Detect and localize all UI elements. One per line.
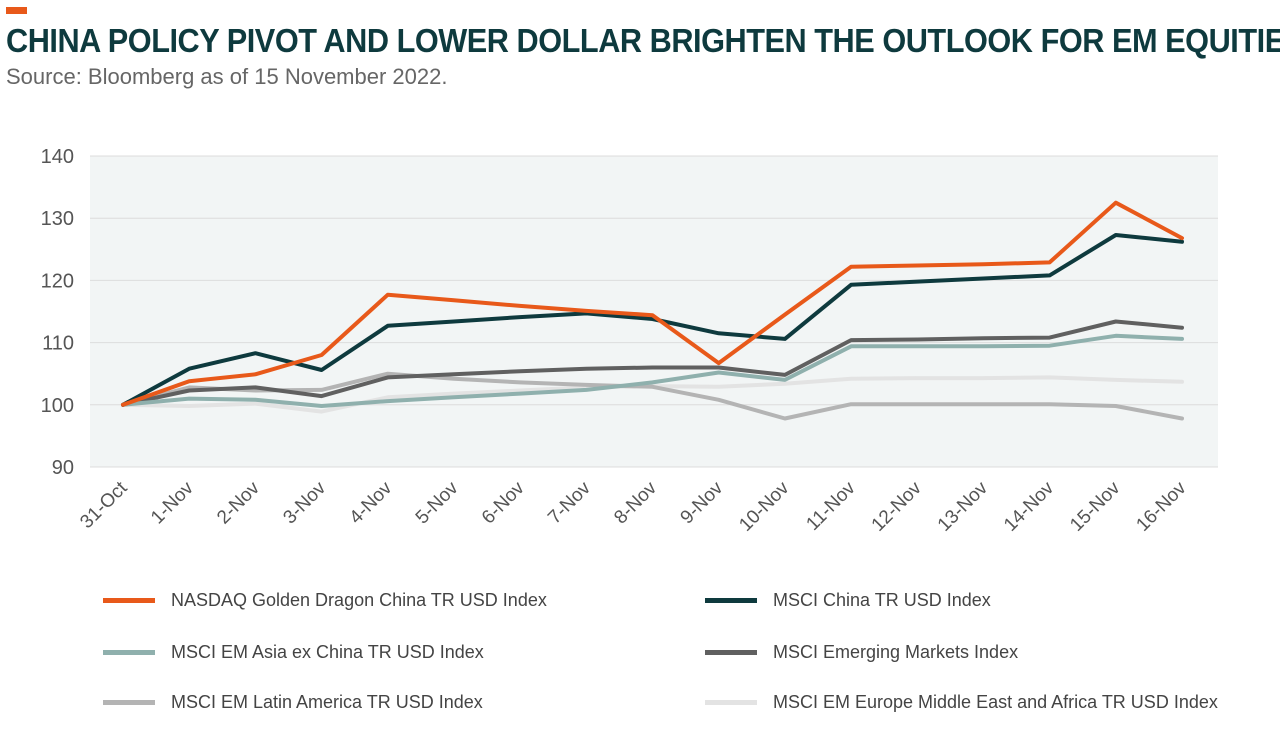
series-line <box>121 233 1184 407</box>
legend-swatch <box>705 649 757 655</box>
x-tick-label: 5-Nov <box>412 477 463 528</box>
legend-swatch <box>103 597 155 603</box>
x-tick-label: 6-Nov <box>478 477 529 528</box>
chart-title: CHINA POLICY PIVOT AND LOWER DOLLAR BRIG… <box>6 22 1280 59</box>
x-tick-label: 4-Nov <box>346 477 397 528</box>
y-tick-label: 100 <box>41 395 74 417</box>
chart-legend: NASDAQ Golden Dragon China TR USD Index M… <box>0 580 1280 730</box>
legend-item: MSCI EM Latin America TR USD Index <box>103 690 483 714</box>
x-tick-label: 13-Nov <box>934 477 993 536</box>
legend-label: NASDAQ Golden Dragon China TR USD Index <box>171 589 547 610</box>
legend-label: MSCI Emerging Markets Index <box>773 641 1019 662</box>
chart-subtitle: Source: Bloomberg as of 15 November 2022… <box>6 64 448 89</box>
x-tick-label: 2-Nov <box>213 477 264 528</box>
title-accent-bar <box>6 7 27 14</box>
y-tick-label: 110 <box>42 333 74 355</box>
series-line <box>121 200 1184 407</box>
legend-swatch <box>103 649 155 655</box>
legend-label: MSCI EM Europe Middle East and Africa TR… <box>773 691 1218 712</box>
legend-swatch <box>705 597 757 603</box>
x-tick-label: 9-Nov <box>677 477 728 528</box>
series-line <box>121 319 1184 407</box>
series-line <box>121 371 1184 421</box>
legend-item: NASDAQ Golden Dragon China TR USD Index <box>103 588 547 612</box>
series-line <box>121 333 1184 408</box>
x-tick-label: 31-Oct <box>76 477 132 533</box>
legend-item: MSCI EM Europe Middle East and Africa TR… <box>705 690 1218 714</box>
plot-area <box>90 156 1218 467</box>
x-tick-label: 1-Nov <box>147 477 198 528</box>
y-tick-label: 120 <box>41 270 74 292</box>
x-tick-label: 11-Nov <box>802 477 860 535</box>
line-chart: 90 100 110 120 130 140 31-Oct 1-Nov 2-Nov 3-Nov 4-… <box>41 146 1218 536</box>
legend-item: MSCI EM Asia ex China TR USD Index <box>103 640 484 664</box>
x-tick-label: 8-Nov <box>610 477 661 528</box>
y-tick-label: 90 <box>52 457 74 479</box>
legend-label: MSCI EM Asia ex China TR USD Index <box>171 641 484 662</box>
y-tick-label: 140 <box>41 146 74 168</box>
legend-swatch <box>103 699 155 705</box>
x-tick-label: 7-Nov <box>544 477 595 528</box>
legend-item: MSCI Emerging Markets Index <box>705 640 1018 664</box>
legend-swatch <box>705 699 757 705</box>
legend-label: MSCI EM Latin America TR USD Index <box>171 691 483 712</box>
x-tick-label: 15-Nov <box>1066 477 1125 536</box>
legend-item: MSCI China TR USD Index <box>705 588 991 612</box>
x-tick-label: 3-Nov <box>279 477 330 528</box>
x-tick-label: 12-Nov <box>868 477 927 536</box>
y-tick-label: 130 <box>41 208 74 230</box>
x-tick-label: 14-Nov <box>1000 477 1059 536</box>
x-tick-label: 16-Nov <box>1132 477 1191 536</box>
legend-label: MSCI China TR USD Index <box>773 589 991 610</box>
x-tick-label: 10-Nov <box>735 477 794 536</box>
